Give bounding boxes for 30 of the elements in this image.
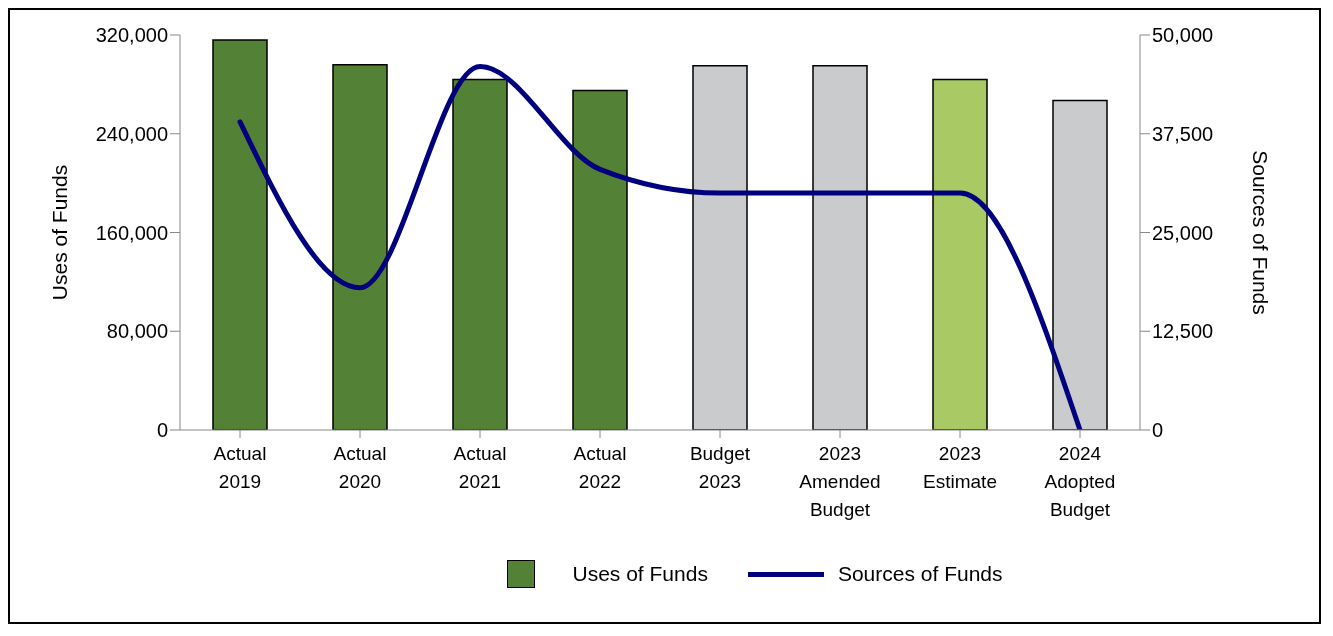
bar xyxy=(932,78,988,430)
legend-label: Uses of Funds xyxy=(572,562,708,586)
y2-tick-label: 37,500 xyxy=(1152,122,1214,145)
bar xyxy=(452,78,508,430)
x-tick-label: Budget 2023 xyxy=(689,443,751,492)
bar xyxy=(332,63,388,430)
y2-tick-label: 25,000 xyxy=(1152,221,1214,244)
y-tick-label: 240,000 xyxy=(95,122,168,145)
y-axis-title: Uses of Funds xyxy=(48,164,72,301)
bar xyxy=(572,89,628,430)
y-tick-label: 320,000 xyxy=(95,24,168,47)
y2-tick-label: 12,500 xyxy=(1152,320,1214,343)
x-tick-label: 2023 Estimate xyxy=(923,443,997,492)
bar xyxy=(812,65,868,430)
x-tick-label: Actual 2019 xyxy=(213,443,267,492)
y2-tick-label: 50,000 xyxy=(1152,24,1214,47)
bar xyxy=(212,39,268,430)
y-tick-label: 0 xyxy=(156,419,168,442)
y2-axis-title: Sources of Funds xyxy=(1248,150,1272,315)
x-tick-label: 2023 Amended Budget xyxy=(799,443,881,520)
x-tick-label: Actual 2022 xyxy=(573,443,627,492)
y2-tick-label: 0 xyxy=(1152,419,1164,442)
x-tick-label: Actual 2020 xyxy=(333,443,387,492)
bar xyxy=(1052,99,1108,430)
legend-label: Sources of Funds xyxy=(837,562,1003,586)
x-tick-label: 2024 Adopted Budget xyxy=(1044,443,1116,520)
y-tick-label: 160,000 xyxy=(95,221,168,244)
bar xyxy=(692,65,748,430)
y-tick-label: 80,000 xyxy=(106,320,168,343)
x-tick-label: Actual 2021 xyxy=(453,443,507,492)
